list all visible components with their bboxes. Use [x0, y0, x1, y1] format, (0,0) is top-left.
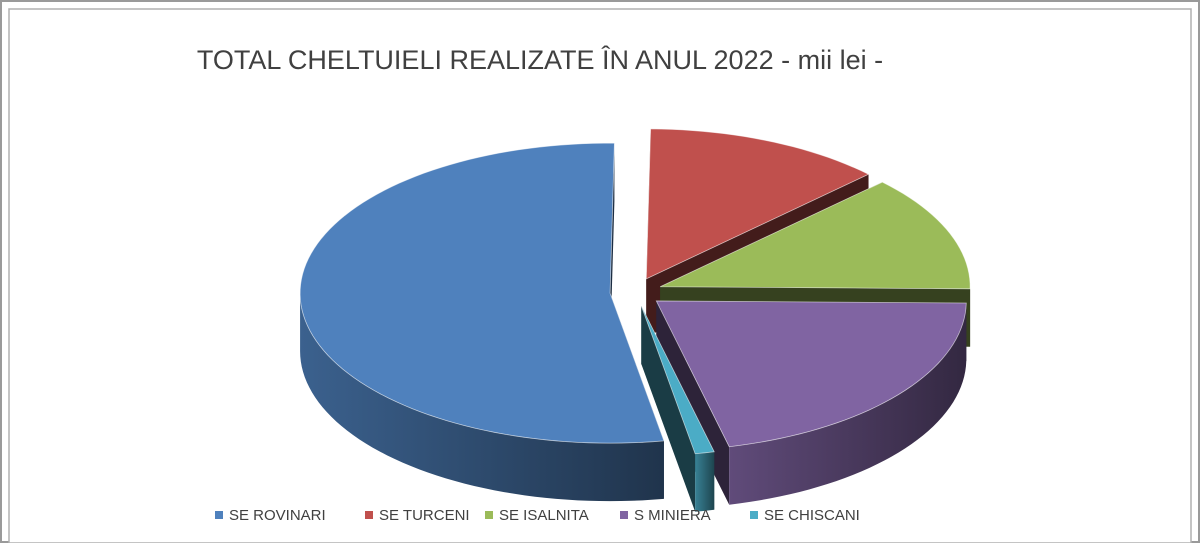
slice-radial-side — [641, 305, 696, 512]
slice — [640, 305, 715, 455]
legend-swatch — [215, 511, 223, 519]
legend-label: SE CHISCANI — [764, 507, 860, 524]
legend-swatch — [365, 511, 373, 519]
slice — [659, 181, 971, 290]
legend-swatch — [485, 511, 493, 519]
legend-swatch — [750, 511, 758, 519]
legend-swatch — [620, 511, 628, 519]
slice-outer-side — [300, 293, 664, 502]
slice — [299, 142, 665, 444]
legend-label: SE ISALNITA — [499, 507, 589, 524]
legend-label: SE ROVINARI — [229, 507, 326, 524]
slice-outer-side — [695, 451, 715, 512]
chart-title: TOTAL CHELTUIELI REALIZATE ÎN ANUL 2022 … — [197, 44, 883, 75]
slice — [645, 128, 870, 280]
slice-outer-side — [729, 303, 967, 505]
pie-tops — [299, 128, 971, 455]
slice — [655, 300, 967, 448]
legend-label: SE TURCENI — [379, 507, 470, 524]
legend-label: S MINIERA — [634, 507, 711, 524]
